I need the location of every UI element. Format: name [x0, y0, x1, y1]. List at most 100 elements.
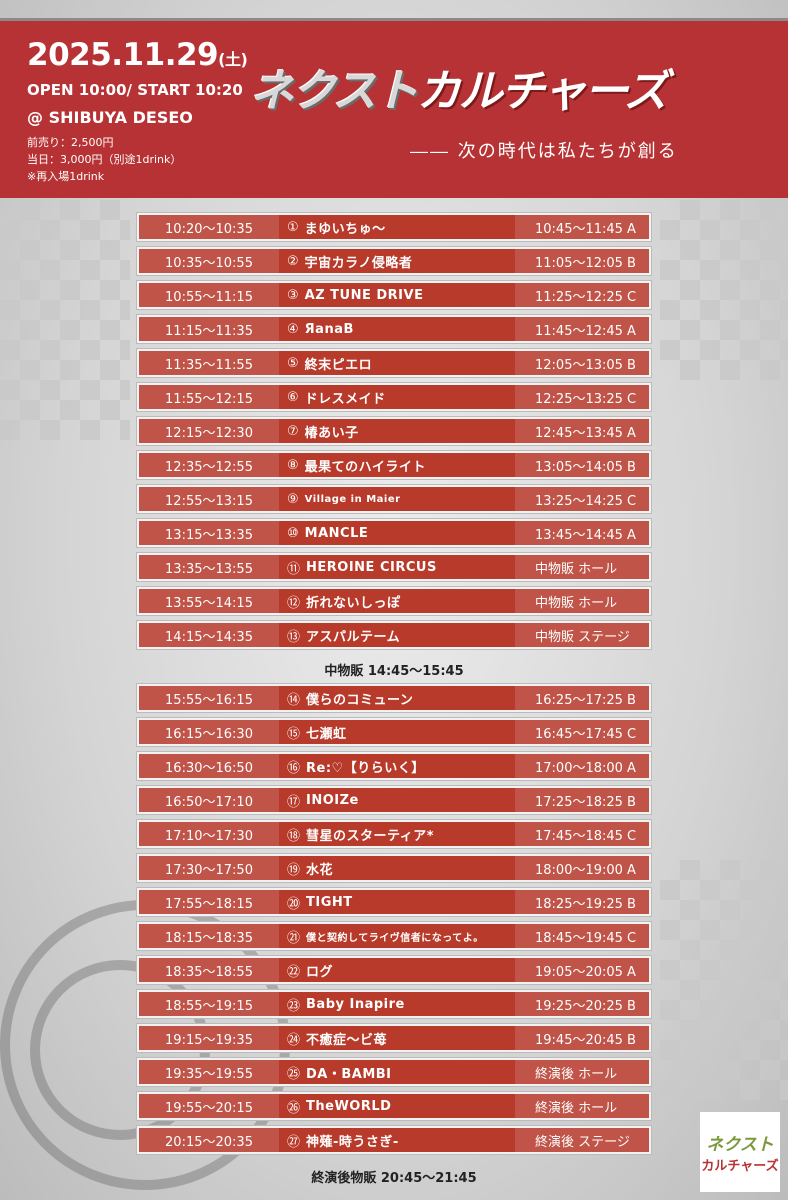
order-number: ① — [287, 219, 299, 235]
artist-cell: ⑮ 七瀬虹 — [279, 720, 515, 744]
event-title: ネクストカルチャーズ — [250, 55, 760, 119]
tokuten-time: 18:25〜19:25 B — [515, 890, 649, 914]
live-time: 18:35〜18:55 — [139, 958, 279, 982]
tokuten-time: 19:25〜20:25 B — [515, 992, 649, 1016]
order-number: ⑨ — [287, 491, 299, 507]
timetable-row: 14:15〜14:35 ⑬ アスパルテーム 中物販 ステージ — [137, 621, 651, 649]
artist-name: AZ TUNE DRIVE — [304, 287, 424, 303]
open-start-time: OPEN 10:00/ START 10:20 — [27, 81, 243, 99]
timetable-row: 11:55〜12:15 ⑥ ドレスメイド 12:25〜13:25 C — [137, 383, 651, 411]
artist-name: アスパルテーム — [306, 629, 401, 645]
artist-name: 終末ピエロ — [304, 357, 373, 373]
order-number: ㉖ — [287, 1100, 301, 1116]
live-time: 15:55〜16:15 — [139, 686, 279, 710]
live-time: 16:15〜16:30 — [139, 720, 279, 744]
order-number: ⑪ — [287, 561, 301, 577]
order-number: ⑧ — [287, 457, 299, 473]
live-time: 12:35〜12:55 — [139, 453, 279, 477]
artist-cell: ⑦ 椿あい子 — [279, 419, 515, 443]
live-time: 19:15〜19:35 — [139, 1026, 279, 1050]
timetable-row: 17:55〜18:15 ⑳ TIGHT 18:25〜19:25 B — [137, 888, 651, 916]
event-logo: ネクスト カルチャーズ — [700, 1112, 780, 1192]
live-time: 13:55〜14:15 — [139, 589, 279, 613]
tokuten-time: 19:05〜20:05 A — [515, 958, 649, 982]
order-number: ⑩ — [287, 525, 299, 541]
order-number: ⑱ — [287, 828, 301, 844]
order-number: ③ — [287, 287, 299, 303]
artist-cell: ⑱ 彗星のスターティア* — [279, 822, 515, 846]
timetable-row: 17:10〜17:30 ⑱ 彗星のスターティア* 17:45〜18:45 C — [137, 820, 651, 848]
live-time: 10:35〜10:55 — [139, 249, 279, 273]
artist-cell: ⑰ INOIZe — [279, 788, 515, 812]
tokuten-time: 終演後 ホール — [515, 1060, 649, 1084]
live-time: 17:30〜17:50 — [139, 856, 279, 880]
timetable-row: 10:35〜10:55 ② 宇宙カラノ侵略者 11:05〜12:05 B — [137, 247, 651, 275]
order-number: ⑮ — [287, 726, 301, 742]
artist-name: 七瀬虹 — [306, 726, 347, 742]
artist-name: 神薙-時うさぎ- — [306, 1134, 399, 1150]
live-time: 19:35〜19:55 — [139, 1060, 279, 1084]
live-time: 18:15〜18:35 — [139, 924, 279, 948]
order-number: ⑲ — [287, 862, 301, 878]
order-number: ⑦ — [287, 423, 299, 439]
artist-cell: ② 宇宙カラノ侵略者 — [279, 249, 515, 273]
live-time: 16:50〜17:10 — [139, 788, 279, 812]
artist-name: Village in Maier — [304, 493, 401, 505]
artist-name: Re:♡【りらいく】 — [306, 760, 425, 776]
order-number: ㉗ — [287, 1134, 301, 1150]
artist-name: MANCLE — [304, 525, 369, 541]
artist-cell: ⑪ HEROINE CIRCUS — [279, 555, 515, 579]
tokuten-time: 17:25〜18:25 B — [515, 788, 649, 812]
live-time: 17:55〜18:15 — [139, 890, 279, 914]
timetable-block-1: 10:20〜10:35 ① まゆいちゅ〜 10:45〜11:45 A 10:35〜1… — [137, 213, 651, 649]
event-subtitle: ―― 次の時代は私たちが創る — [410, 141, 678, 162]
order-number: ㉕ — [287, 1066, 301, 1082]
door-price: 当日：3,000円（別途1drink） — [27, 153, 182, 166]
artist-cell: ㉓ Baby Inapire — [279, 992, 515, 1016]
artist-cell: ⑧ 最果てのハイライト — [279, 453, 515, 477]
order-number: ⑯ — [287, 760, 301, 776]
tokuten-time: 19:45〜20:45 B — [515, 1026, 649, 1050]
timetable-row: 11:35〜11:55 ⑤ 終末ピエロ 12:05〜13:05 B — [137, 349, 651, 377]
artist-cell: ⑯ Re:♡【りらいく】 — [279, 754, 515, 778]
live-time: 17:10〜17:30 — [139, 822, 279, 846]
timetable-row: 12:55〜13:15 ⑨ Village in Maier 13:25〜14:2… — [137, 485, 651, 513]
live-time: 13:35〜13:55 — [139, 555, 279, 579]
live-time: 10:20〜10:35 — [139, 215, 279, 239]
artist-name: ЯanaB — [304, 321, 354, 337]
live-time: 14:15〜14:35 — [139, 623, 279, 647]
artist-name: INOIZe — [306, 792, 359, 808]
advance-price: 前売り：2,500円 — [27, 136, 114, 149]
timetable-row: 13:15〜13:35 ⑩ MANCLE 13:45〜14:45 A — [137, 519, 651, 547]
event-date: 2025.11.29(土) — [27, 37, 248, 73]
artist-name: 僕と契約してライヴ信者になってよ。 — [306, 932, 484, 944]
artist-cell: ⑳ TIGHT — [279, 890, 515, 914]
order-number: ㉔ — [287, 1032, 301, 1048]
tokuten-time: 中物販 ホール — [515, 555, 649, 579]
live-time: 20:15〜20:35 — [139, 1128, 279, 1152]
timetable-row: 18:55〜19:15 ㉓ Baby Inapire 19:25〜20:25 B — [137, 990, 651, 1018]
artist-name: TIGHT — [306, 894, 353, 910]
date-text: 2025.11.29 — [27, 37, 219, 73]
tokuten-time: 13:05〜14:05 B — [515, 453, 649, 477]
artist-cell: ⑲ 水花 — [279, 856, 515, 880]
artist-name: DA・BAMBI — [306, 1066, 392, 1082]
timetable-row: 15:55〜16:15 ⑭ 僕らのコミューン 16:25〜17:25 B — [137, 684, 651, 712]
artist-cell: ⑫ 折れないしっぽ — [279, 589, 515, 613]
order-number: ㉒ — [287, 964, 301, 980]
artist-name: HEROINE CIRCUS — [306, 559, 437, 575]
timetable-row: 16:15〜16:30 ⑮ 七瀬虹 16:45〜17:45 C — [137, 718, 651, 746]
tokuten-time: 12:25〜13:25 C — [515, 385, 649, 409]
timetable-row: 12:35〜12:55 ⑧ 最果てのハイライト 13:05〜14:05 B — [137, 451, 651, 479]
live-time: 13:15〜13:35 — [139, 521, 279, 545]
tokuten-time: 中物販 ステージ — [515, 623, 649, 647]
timetable-row: 10:20〜10:35 ① まゆいちゅ〜 10:45〜11:45 A — [137, 213, 651, 241]
checker-pattern — [0, 200, 130, 440]
artist-name: 椿あい子 — [304, 425, 359, 441]
artist-name: まゆいちゅ〜 — [304, 221, 386, 237]
artist-name: ドレスメイド — [304, 391, 386, 407]
tokuten-time: 11:25〜12:25 C — [515, 283, 649, 307]
live-time: 12:15〜12:30 — [139, 419, 279, 443]
